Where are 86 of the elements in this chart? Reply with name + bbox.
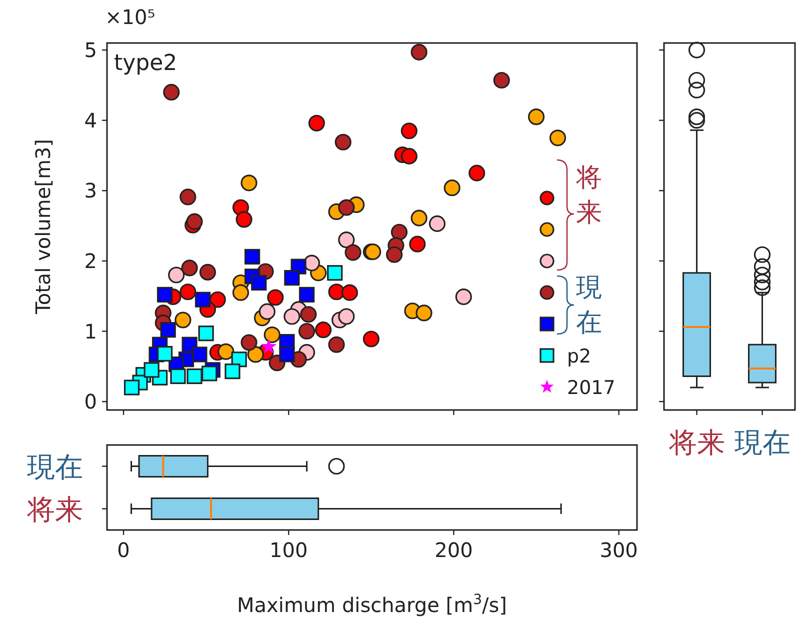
point (160, 322, 176, 338)
annotation: type2 (114, 51, 178, 76)
point (549, 130, 566, 146)
point (400, 148, 418, 164)
point (240, 174, 258, 192)
point (258, 303, 276, 320)
point (163, 84, 180, 101)
text: ×10⁵ (105, 5, 156, 29)
x-axis-title: Maximum discharge [m$^{3}$/s] (237, 592, 507, 617)
point (410, 44, 428, 60)
point (328, 284, 345, 300)
y-tick-label: 4 (84, 108, 97, 132)
point (192, 346, 208, 362)
point (247, 346, 264, 363)
point (300, 306, 317, 323)
y-tick-label: 0 (84, 390, 97, 414)
point (209, 291, 226, 308)
point (338, 308, 355, 325)
point (314, 322, 332, 338)
point (493, 72, 510, 89)
point (218, 343, 234, 360)
point (144, 362, 160, 378)
point (428, 215, 446, 232)
point (298, 286, 315, 302)
point (224, 364, 240, 380)
y-tick-label: 将来 (26, 492, 83, 526)
point (174, 312, 192, 328)
x-tick-label: 200 (434, 538, 473, 562)
point (338, 199, 355, 216)
point (410, 210, 428, 226)
point (170, 368, 186, 384)
point (284, 308, 300, 325)
point (181, 260, 198, 276)
x-tick-label: 300 (600, 538, 638, 562)
point (298, 322, 316, 340)
x-tick-label: 0 (117, 538, 130, 562)
point (156, 346, 173, 362)
point (240, 334, 258, 351)
point (400, 122, 418, 140)
point (198, 326, 214, 342)
point (344, 244, 362, 261)
point (260, 338, 277, 354)
point (156, 286, 173, 302)
x-tick-label: 100 (270, 538, 308, 562)
y-tick-label: 1 (84, 319, 97, 344)
point (409, 236, 426, 252)
point (468, 164, 486, 182)
point (264, 326, 280, 344)
point (444, 180, 460, 196)
point (327, 265, 343, 281)
y-tick-label: 現在 (27, 450, 83, 484)
point (194, 292, 211, 308)
point (267, 289, 284, 306)
annotation: 現在 (576, 273, 602, 338)
point (416, 304, 432, 322)
y-tick-label: 5 (84, 38, 97, 62)
point (199, 264, 216, 280)
point (202, 366, 218, 382)
point (279, 346, 295, 362)
y-tick-label: 3 (84, 178, 97, 203)
point (308, 114, 325, 132)
point (386, 246, 403, 263)
point (528, 108, 545, 126)
point (328, 336, 345, 353)
point (186, 213, 203, 230)
point (124, 380, 140, 396)
point (236, 211, 252, 228)
point (180, 284, 196, 300)
point (334, 134, 352, 150)
point (244, 248, 260, 265)
legend-label: p2 (567, 346, 592, 368)
annotation: 将来 (575, 163, 602, 228)
point (284, 270, 300, 286)
y-axis-title: Total volume[m3] (31, 139, 55, 315)
point (341, 284, 358, 301)
point (232, 284, 250, 301)
point (338, 232, 355, 248)
legend-label: 2017 (567, 377, 616, 399)
point (180, 188, 196, 206)
point (186, 368, 202, 384)
point (390, 224, 408, 240)
point (251, 274, 267, 291)
point (362, 330, 380, 348)
point (168, 266, 185, 284)
point (455, 288, 472, 306)
y-tick-label: 2 (84, 248, 97, 273)
